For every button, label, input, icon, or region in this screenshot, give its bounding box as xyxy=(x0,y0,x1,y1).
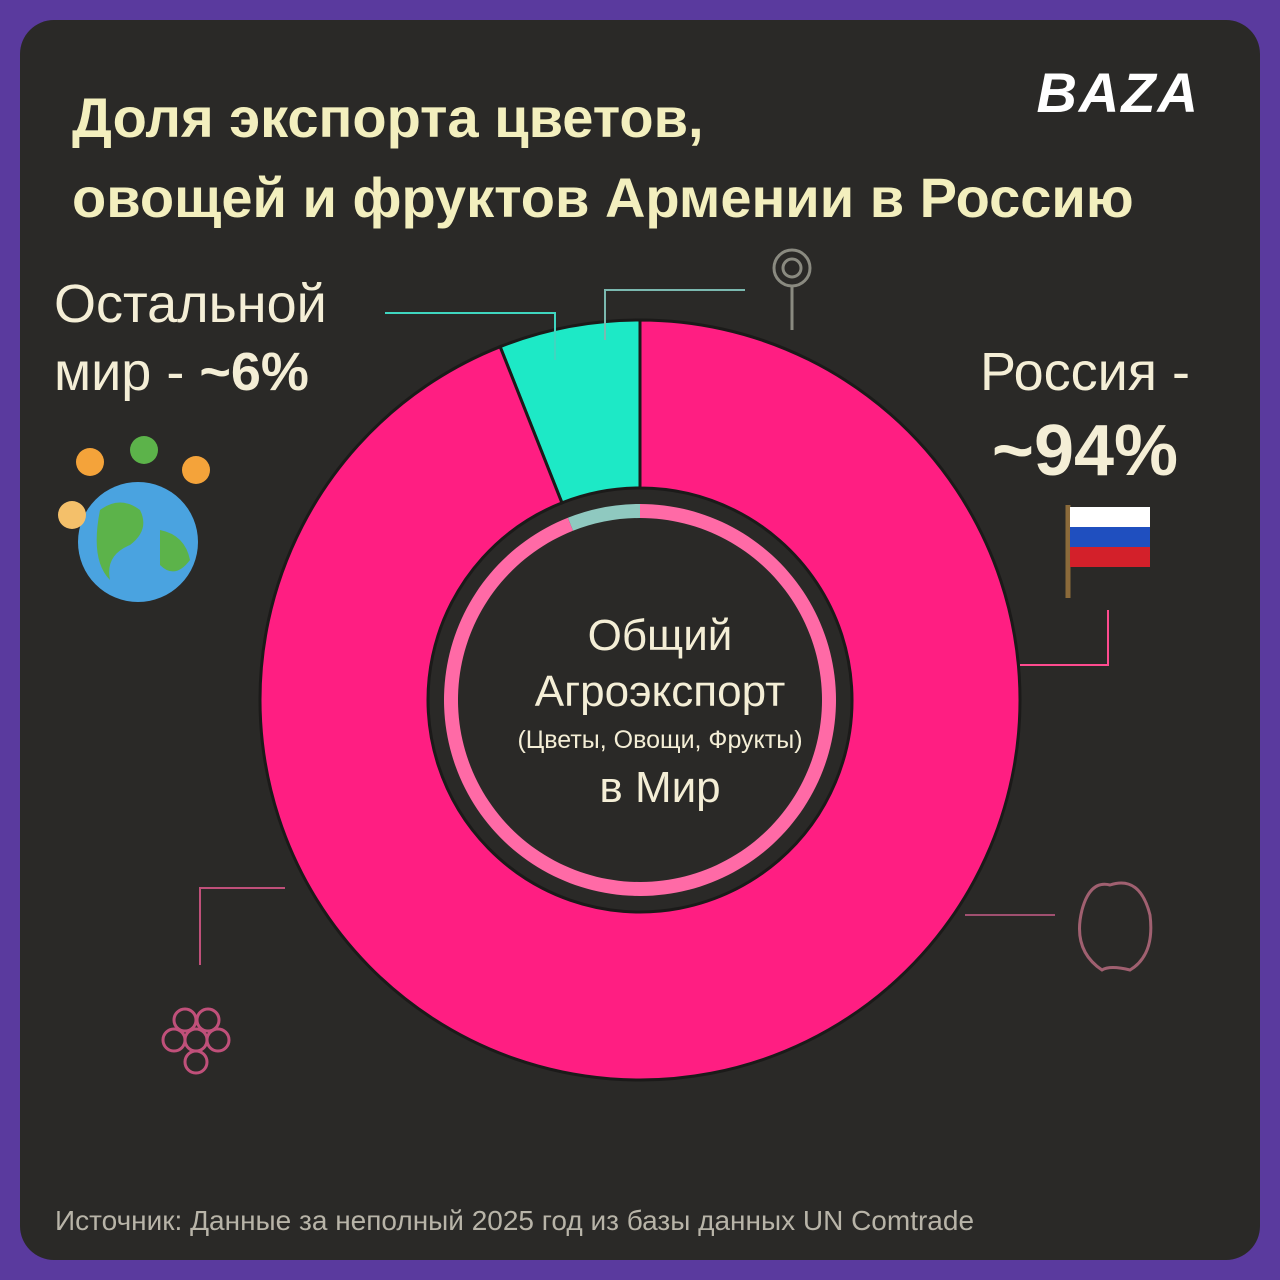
source: Источник: Данные за неполный 2025 год из… xyxy=(55,1205,975,1236)
chart xyxy=(58,248,1153,1082)
leader-lines xyxy=(199,289,1109,965)
legend-label: Остальной мир - xyxy=(54,274,327,402)
flower-icon xyxy=(772,248,812,330)
russia-flag xyxy=(1065,505,1150,598)
title-line: овощей и фруктов Армении в Россию xyxy=(72,166,1134,229)
donut-segment xyxy=(258,318,1022,1082)
data-label: ~94% xyxy=(991,411,1179,491)
globe-icon xyxy=(58,436,210,602)
title: Доля экспорта цветов, овощей и фруктов А… xyxy=(72,78,1134,238)
center-label: Общий Агроэкспорт (Цветы, Овощи, Фрукты)… xyxy=(460,608,860,816)
logo: BAZA xyxy=(1036,61,1200,124)
inner-ring-segment xyxy=(567,504,640,531)
russia-label: Россия - ~94% xyxy=(950,338,1220,496)
center-line: в Мир xyxy=(599,763,721,812)
card: Доля экспорта цветов, овощей и фруктов А… xyxy=(20,20,1260,1260)
center-line: Агроэкспорт xyxy=(534,667,786,716)
center-line: Общий xyxy=(587,611,733,660)
other-label: Остальной мир - ~6% xyxy=(54,270,354,406)
center-line: (Цветы, Овощи, Фрукты) xyxy=(517,726,803,754)
grape-icon xyxy=(161,1007,231,1075)
pepper-icon xyxy=(1078,881,1153,972)
data-label: ~6% xyxy=(199,342,309,402)
title-line: Доля экспорта цветов, xyxy=(72,86,704,149)
legend-label: Россия - xyxy=(979,342,1191,402)
